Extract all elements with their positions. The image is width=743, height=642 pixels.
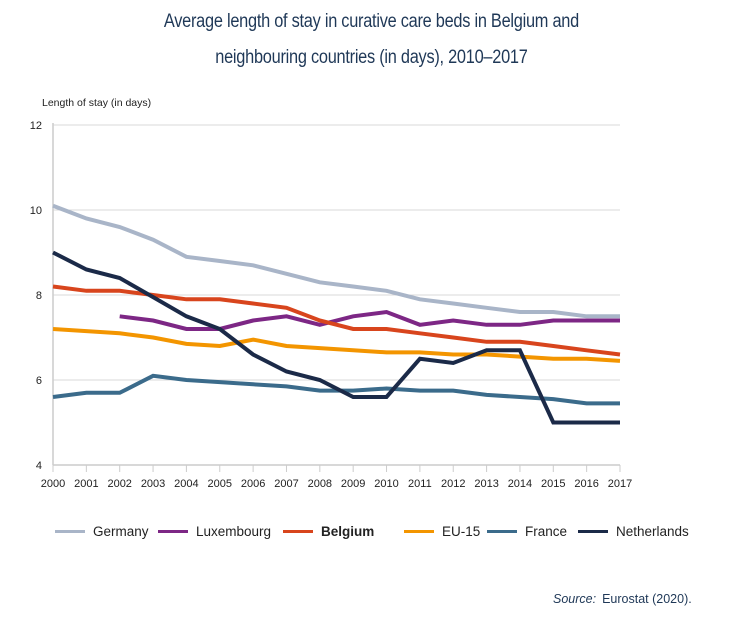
x-tick-label: 2002 [107, 478, 131, 490]
legend-swatch [578, 530, 608, 533]
x-tick-label: 2000 [41, 478, 65, 490]
series-line-luxembourg [119, 309, 620, 331]
x-tick-label: 2001 [74, 478, 98, 490]
legend-swatch [283, 530, 313, 533]
x-tick-label: 2009 [341, 478, 365, 490]
legend-swatch [55, 530, 85, 533]
y-tick-label: 8 [36, 290, 42, 302]
series-line-netherlands [52, 250, 620, 425]
y-tick-label: 6 [36, 375, 42, 387]
legend-swatch [487, 530, 517, 533]
legend-label: Belgium [321, 524, 375, 539]
legend-swatch [158, 530, 188, 533]
source-text: Eurostat (2020). [602, 592, 692, 606]
x-tick-label: 2016 [574, 478, 598, 490]
legend: Germany Luxembourg Belgium EU-15 France Nethe… [0, 524, 743, 546]
legend-label: EU-15 [442, 524, 481, 539]
legend-item-france: France [487, 524, 567, 539]
x-tick-label: 2013 [474, 478, 498, 490]
chart-title-line-2: neighbouring countries (in days), 2010–2… [215, 47, 528, 68]
x-tick-label: 2004 [174, 478, 198, 490]
chart-title-line-1: Average length of stay in curative care … [163, 11, 579, 32]
x-tick-label: 2007 [274, 478, 298, 490]
legend-swatch [404, 530, 434, 533]
x-tick-label: 2008 [308, 478, 332, 490]
source-note: Source: Eurostat (2020). [553, 592, 692, 606]
legend-item-eu-15: EU-15 [404, 524, 480, 539]
x-tick-label: 2012 [441, 478, 465, 490]
series-line-germany [52, 203, 620, 319]
legend-label: Luxembourg [196, 524, 272, 539]
legend-label: Germany [93, 524, 149, 539]
x-axis-ticks: 2000 2001 2002 2003 2004 2005 2006 2007 2008 2009… [41, 465, 632, 490]
y-tick-label: 10 [30, 205, 42, 217]
x-tick-label: 2017 [608, 478, 632, 490]
y-tick-label: 4 [36, 460, 42, 472]
source-label: Source: [553, 592, 597, 606]
legend-item-netherlands: Netherlands [578, 524, 689, 539]
x-tick-label: 2010 [374, 478, 398, 490]
legend-label: Netherlands [616, 524, 689, 539]
y-tick-label: 12 [30, 120, 42, 132]
y-axis-label: Length of stay (in days) [42, 97, 151, 109]
x-tick-label: 2003 [141, 478, 165, 490]
series-lines [52, 203, 621, 425]
y-axis-ticks: 4 6 8 10 12 [30, 120, 42, 472]
legend-item-luxembourg: Luxembourg [158, 524, 271, 539]
legend-label: France [525, 524, 568, 539]
x-tick-label: 2014 [508, 478, 532, 490]
x-tick-label: 2006 [241, 478, 265, 490]
x-tick-label: 2005 [208, 478, 232, 490]
legend-item-germany: Germany [55, 524, 149, 539]
legend-item-belgium: Belgium [283, 524, 374, 539]
series-line-eu-15 [52, 327, 621, 363]
x-tick-label: 2011 [408, 478, 432, 490]
x-tick-label: 2015 [541, 478, 565, 490]
